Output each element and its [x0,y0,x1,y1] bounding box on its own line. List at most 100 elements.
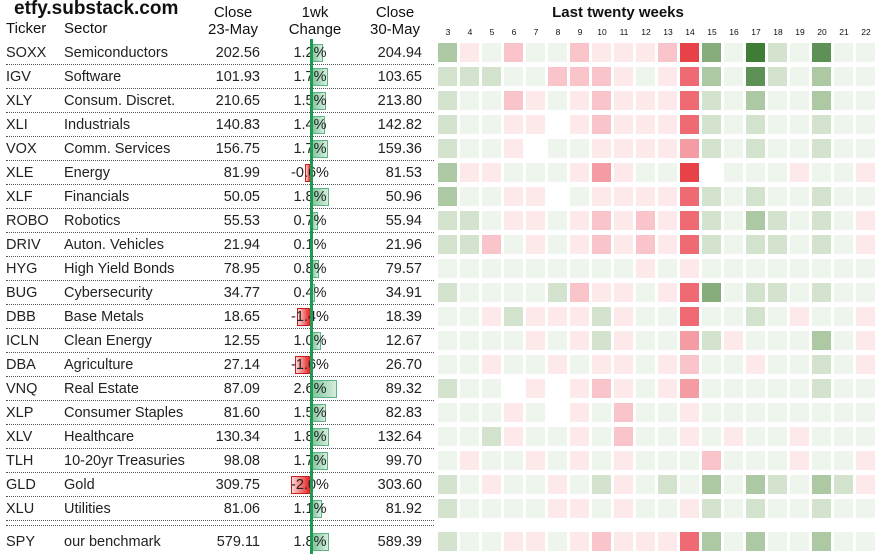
heat-cell [570,379,589,398]
heat-cell [438,379,457,398]
heat-cell [504,331,523,350]
heat-cell [724,331,743,350]
heat-cell [548,115,567,134]
heat-cell [746,379,765,398]
heat-cell [658,163,677,182]
heat-cell [724,355,743,374]
heat-cell [548,43,567,62]
week-label: 7 [533,27,539,37]
heat-cell [504,259,523,278]
heat-cell [482,283,501,302]
heat-cell [438,427,457,446]
heat-cell [746,91,765,110]
heat-cell [636,355,655,374]
heat-cell [614,211,633,230]
heat-cell [570,91,589,110]
heat-cell [724,499,743,518]
heat-cell [636,211,655,230]
row-separator [6,448,434,449]
heat-cell [614,355,633,374]
heat-cell [526,115,545,134]
heat-cell [768,187,787,206]
heat-cell [592,283,611,302]
heat-cell [460,163,479,182]
heat-cell [504,139,523,158]
heat-cell [548,139,567,158]
heat-cell [548,355,567,374]
heat-cell [680,235,699,254]
week-label: 10 [597,27,607,37]
heat-cell [460,259,479,278]
heat-cell [856,331,875,350]
heat-cell [790,331,809,350]
heat-cell [746,235,765,254]
heat-cell [702,307,721,326]
heat-cell [658,379,677,398]
close-30may-cell: 99.70 [385,453,422,469]
heat-cell [834,259,853,278]
heat-cell [438,259,457,278]
heat-cell [724,187,743,206]
heat-cell [614,451,633,470]
row-separator [6,112,434,113]
heat-cell [526,259,545,278]
heat-cell [614,379,633,398]
week-label: 19 [795,27,805,37]
heat-cell [438,307,457,326]
heat-cell [834,451,853,470]
heat-cell [482,235,501,254]
heat-cell [768,307,787,326]
close-30may-cell: 26.70 [385,357,422,373]
heat-cell [768,475,787,494]
heat-cell [724,139,743,158]
row-separator [6,328,434,329]
heat-cell [482,43,501,62]
ticker-cell: XLE [6,165,34,181]
heat-cell [592,499,611,518]
heat-cell [834,283,853,302]
close-23may-cell: 18.65 [223,309,260,325]
sector-cell: Real Estate [64,381,139,397]
close-30may-cell: 18.39 [385,309,422,325]
heat-cell [460,379,479,398]
heat-cell [724,307,743,326]
heat-cell [592,235,611,254]
heat-cell [790,91,809,110]
week-label: 3 [445,27,451,37]
heat-cell [834,139,853,158]
heat-cell [812,235,831,254]
heat-cell [636,67,655,86]
heat-cell [548,403,567,422]
row-separator [6,304,434,305]
header-sector: Sector [64,20,108,37]
heat-cell [658,283,677,302]
sector-cell: our benchmark [64,534,161,550]
heat-cell [812,331,831,350]
heat-cell [460,139,479,158]
heat-cell [526,532,545,551]
heat-cell [504,475,523,494]
heat-cell [834,427,853,446]
close-30may-cell: 132.64 [377,429,422,445]
heat-cell [834,475,853,494]
close-23may-cell: 202.56 [215,45,260,61]
heat-cell [658,499,677,518]
heat-cell [658,331,677,350]
heat-cell [658,355,677,374]
close-30may-cell: 213.80 [377,93,422,109]
heat-cell [812,451,831,470]
heat-cell [834,187,853,206]
heat-cell [856,403,875,422]
header-close2-line2: 30-May [369,21,421,38]
heat-cell [592,187,611,206]
heat-cell [834,379,853,398]
heat-cell [526,283,545,302]
close-23may-cell: 78.95 [223,261,260,277]
heat-cell [614,532,633,551]
row-separator [6,280,434,281]
heat-cell [702,91,721,110]
heat-cell [658,115,677,134]
heat-cell [856,139,875,158]
heat-cell [812,475,831,494]
heat-cell [812,532,831,551]
